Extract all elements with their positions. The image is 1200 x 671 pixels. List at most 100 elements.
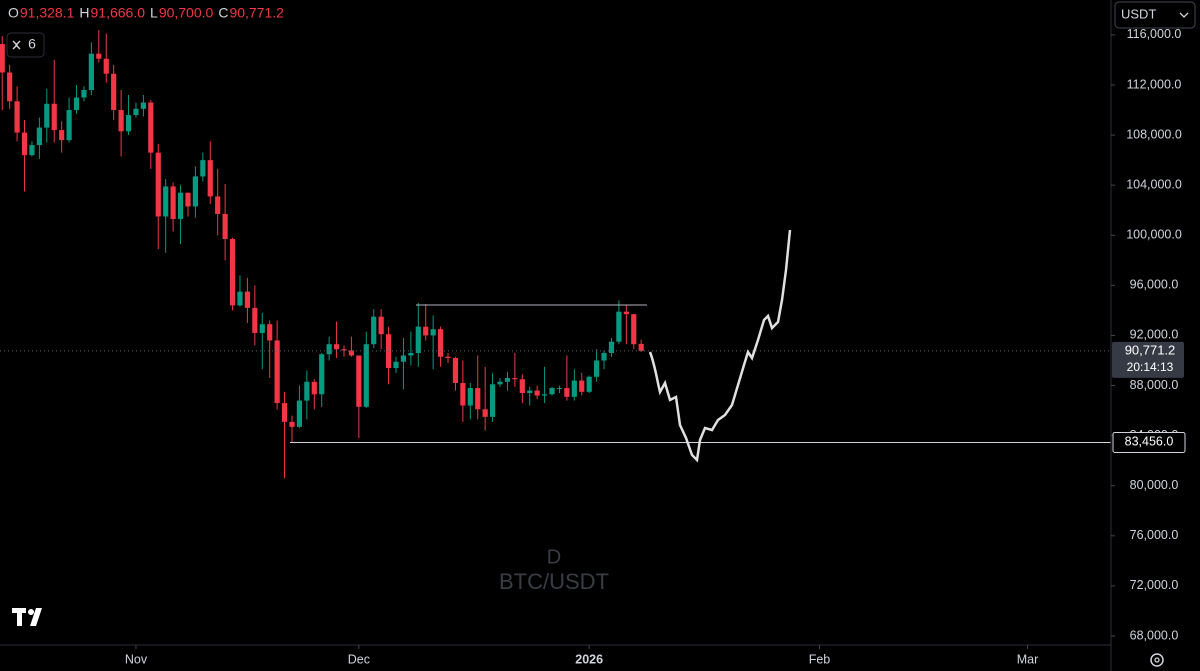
candle-body	[252, 307, 258, 333]
candle-body	[229, 239, 236, 306]
watermark-interval: D	[547, 546, 561, 568]
interval-badge[interactable]: 6	[6, 32, 45, 58]
candle-body	[371, 316, 377, 345]
candle-body	[489, 384, 496, 417]
candle-body	[527, 390, 533, 394]
currency-label: USDT	[1121, 6, 1156, 21]
candle-body	[423, 326, 429, 336]
candle-body	[111, 73, 117, 111]
candle-body	[341, 349, 347, 351]
ohlc-key: O	[8, 5, 19, 21]
candle-body	[549, 388, 555, 395]
candle-body	[326, 344, 332, 355]
candle-body	[274, 340, 280, 404]
y-tick-label: 108,000.0	[1126, 127, 1182, 141]
y-tick-label: 96,000.0	[1130, 278, 1179, 292]
candle-body	[452, 357, 459, 384]
candle-body	[594, 360, 600, 377]
candle-body	[29, 145, 35, 156]
y-tick-label: 116,000.0	[1127, 27, 1182, 41]
candle-body	[519, 379, 525, 394]
y-tick-label: 88,000.0	[1130, 378, 1179, 392]
candle-body	[51, 103, 57, 131]
candle-body	[36, 127, 42, 146]
y-tick-label: 100,000.0	[1126, 228, 1182, 242]
candle-body	[215, 196, 221, 214]
x-tick-label: Feb	[809, 652, 831, 666]
candle-body	[616, 311, 622, 342]
y-tick-label: 112,000.0	[1127, 77, 1182, 91]
countdown: 20:14:13	[1127, 360, 1174, 374]
candle-body	[504, 378, 511, 382]
candle-body	[14, 101, 20, 133]
candle-body	[623, 311, 629, 315]
candle-body	[564, 388, 570, 397]
candle-body	[200, 160, 206, 177]
settings-button[interactable]	[1150, 653, 1164, 667]
watermark-symbol: BTC/USDT	[499, 569, 609, 594]
candle-body	[192, 176, 199, 207]
candle-body	[207, 160, 213, 197]
candle-body	[467, 388, 473, 406]
candle-body	[430, 329, 436, 336]
level-label: 83,456.0	[1125, 435, 1174, 449]
forecast-drawing	[648, 229, 792, 463]
y-tick-label: 72,000.0	[1130, 578, 1179, 592]
candle-body	[608, 341, 615, 353]
candle-body	[571, 380, 577, 397]
ohlc-value: 90,771.2	[229, 5, 284, 21]
candle-body	[44, 103, 50, 128]
ohlc-key: L	[150, 5, 158, 21]
candle-body	[534, 390, 540, 396]
y-tick-label: 104,000.0	[1126, 177, 1182, 191]
candle-body	[475, 388, 481, 410]
candle-body	[66, 110, 72, 141]
candle-body	[155, 152, 161, 217]
tv-logo	[12, 608, 42, 626]
candle-body	[267, 324, 273, 341]
candle-body	[21, 132, 28, 156]
level-label-box	[1112, 431, 1186, 453]
candle-body	[319, 354, 325, 395]
candle-body	[103, 58, 109, 74]
candle-body	[170, 186, 176, 219]
candle-body	[163, 186, 169, 217]
candle-body	[289, 421, 295, 427]
candle-body	[88, 53, 94, 91]
candle-body	[400, 355, 407, 362]
x-tick-label: Nov	[125, 652, 148, 666]
candle-body	[556, 388, 563, 390]
candle-body	[177, 192, 184, 219]
candle-body	[408, 352, 414, 356]
candle-body	[348, 350, 355, 356]
candle-body	[356, 355, 362, 407]
last-price-box	[1112, 341, 1184, 378]
candle-body	[304, 381, 310, 401]
ohlc-key: C	[218, 5, 228, 21]
currency-button[interactable]: USDT	[1114, 1, 1196, 29]
candle-body	[333, 344, 340, 350]
candle-body	[0, 44, 5, 73]
candle-body	[482, 409, 488, 417]
candle-body	[222, 213, 228, 240]
ohlc-value: 91,666.0	[91, 5, 146, 21]
candle-body	[96, 53, 102, 59]
candle-body	[81, 90, 87, 98]
candle-body	[281, 403, 288, 422]
ohlc-value: 91,328.1	[20, 5, 75, 21]
last-price-label: 90,771.2	[1125, 342, 1176, 357]
ohlc-legend: O 91,328.1 H 91,666.0 L 90,700.0 C 90,771.2	[8, 5, 284, 21]
candle-body	[237, 291, 243, 306]
badge-count: 6	[28, 36, 36, 52]
candle-body	[244, 291, 251, 308]
y-tick-label: 92,000.0	[1130, 328, 1179, 342]
candle-body	[460, 383, 466, 406]
y-tick-label: 80,000.0	[1130, 478, 1179, 492]
candle-body	[579, 380, 585, 392]
y-tick-label: 76,000.0	[1130, 528, 1179, 542]
candle-body	[148, 102, 154, 153]
candle-body	[631, 314, 637, 345]
candle-body	[140, 102, 146, 109]
